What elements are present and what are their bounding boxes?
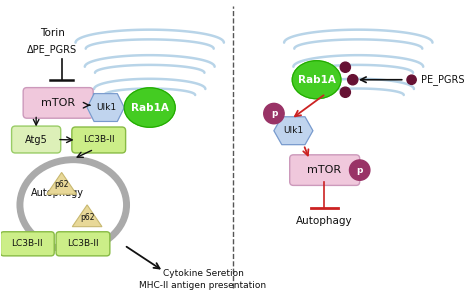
Ellipse shape xyxy=(292,61,341,99)
Text: MHC-II antigen presentation: MHC-II antigen presentation xyxy=(139,280,266,290)
Text: LC3B-II: LC3B-II xyxy=(67,239,99,248)
Text: p62: p62 xyxy=(55,181,69,189)
FancyBboxPatch shape xyxy=(72,127,126,153)
Circle shape xyxy=(349,160,370,180)
Text: Cytokine Seretion: Cytokine Seretion xyxy=(163,268,244,278)
Ellipse shape xyxy=(25,165,121,245)
FancyBboxPatch shape xyxy=(23,88,93,118)
Text: LC3B-II: LC3B-II xyxy=(11,239,43,248)
Text: Autophagy: Autophagy xyxy=(296,216,353,226)
Text: Autophagy: Autophagy xyxy=(30,188,83,198)
FancyBboxPatch shape xyxy=(0,232,54,256)
Text: p: p xyxy=(356,166,363,175)
FancyBboxPatch shape xyxy=(56,232,110,256)
Text: LC3B-II: LC3B-II xyxy=(83,136,115,144)
FancyBboxPatch shape xyxy=(290,155,360,186)
Polygon shape xyxy=(274,117,313,145)
Text: p: p xyxy=(271,109,277,118)
FancyBboxPatch shape xyxy=(11,126,61,153)
Text: mTOR: mTOR xyxy=(308,165,342,175)
Text: p62: p62 xyxy=(80,213,94,222)
Circle shape xyxy=(264,103,284,124)
Circle shape xyxy=(347,75,358,85)
Text: Rab1A: Rab1A xyxy=(131,103,169,113)
Text: Ulk1: Ulk1 xyxy=(97,103,117,112)
Text: ΔPE_PGRS: ΔPE_PGRS xyxy=(27,44,77,55)
Text: Rab1A: Rab1A xyxy=(298,75,336,85)
Circle shape xyxy=(340,87,350,97)
Text: Atg5: Atg5 xyxy=(25,135,47,145)
Polygon shape xyxy=(73,205,102,227)
Text: PE_PGRS: PE_PGRS xyxy=(421,74,465,85)
Circle shape xyxy=(407,75,416,84)
Text: Ulk1: Ulk1 xyxy=(283,126,303,135)
Polygon shape xyxy=(47,173,76,194)
Text: Torin: Torin xyxy=(40,29,65,39)
Polygon shape xyxy=(87,93,124,121)
Text: mTOR: mTOR xyxy=(41,98,75,108)
Circle shape xyxy=(340,62,350,72)
Ellipse shape xyxy=(124,88,175,127)
